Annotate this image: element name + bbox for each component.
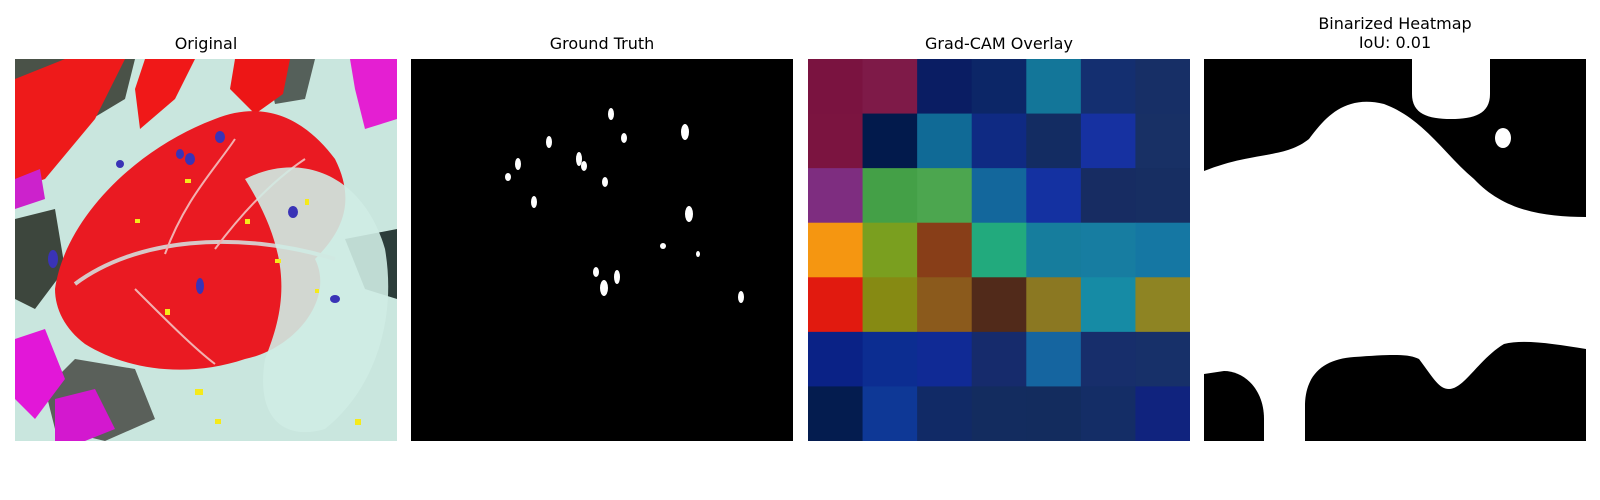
gradcam-cell	[917, 114, 972, 169]
gradcam-cell	[1135, 114, 1190, 169]
gradcam-cell	[1081, 168, 1136, 223]
gradcam-cell	[972, 223, 1027, 278]
gradcam-cell	[1135, 386, 1190, 441]
binarized-heatmap	[1204, 59, 1586, 441]
gradcam-cell	[808, 332, 863, 387]
gradcam-cell	[917, 332, 972, 387]
gradcam-cell	[972, 168, 1027, 223]
gradcam-cell	[808, 223, 863, 278]
gradcam-title: Grad-CAM Overlay	[808, 34, 1190, 53]
gradcam-cell	[808, 168, 863, 223]
gradcam-cell	[1081, 277, 1136, 332]
gradcam-cell	[863, 223, 918, 278]
ground-truth-title: Ground Truth	[411, 34, 793, 53]
gradcam-cell	[808, 277, 863, 332]
gradcam-cell	[863, 114, 918, 169]
gradcam-cell	[1081, 332, 1136, 387]
gradcam-cell	[1081, 223, 1136, 278]
gradcam-cell	[1026, 386, 1081, 441]
gradcam-cell	[1026, 114, 1081, 169]
original-panel: Original	[15, 0, 397, 500]
gradcam-cell	[917, 168, 972, 223]
gradcam-cell	[1026, 59, 1081, 114]
binarized-title: Binarized Heatmap IoU: 0.01	[1204, 14, 1586, 52]
gradcam-cell	[972, 114, 1027, 169]
gradcam-cell	[917, 386, 972, 441]
gradcam-cell	[1081, 59, 1136, 114]
gradcam-cell	[917, 223, 972, 278]
ground-truth-panel: Ground Truth	[411, 0, 793, 500]
gradcam-cell	[1026, 168, 1081, 223]
gradcam-cell	[863, 168, 918, 223]
gradcam-cell	[917, 59, 972, 114]
gradcam-cell	[1081, 114, 1136, 169]
ground-truth-mask	[411, 59, 793, 441]
gradcam-cell	[972, 59, 1027, 114]
gradcam-cell	[808, 114, 863, 169]
gradcam-cell	[1026, 277, 1081, 332]
gradcam-cell	[972, 332, 1027, 387]
gradcam-cell	[1135, 59, 1190, 114]
gradcam-cell	[1135, 168, 1190, 223]
gradcam-cell	[1026, 332, 1081, 387]
gradcam-cell	[1135, 223, 1190, 278]
binarized-panel: Binarized Heatmap IoU: 0.01	[1204, 0, 1586, 500]
gradcam-cell	[808, 59, 863, 114]
gradcam-cell	[1135, 332, 1190, 387]
gradcam-panel: Grad-CAM Overlay	[808, 0, 1190, 500]
original-image	[15, 59, 397, 441]
gradcam-cell	[863, 332, 918, 387]
gradcam-overlay	[808, 59, 1190, 441]
gradcam-cell	[972, 386, 1027, 441]
gradcam-cell	[917, 277, 972, 332]
gradcam-cell	[1081, 386, 1136, 441]
gradcam-cell	[863, 386, 918, 441]
original-title: Original	[15, 34, 397, 53]
gradcam-cell	[863, 277, 918, 332]
gradcam-cell	[1026, 223, 1081, 278]
gradcam-cell	[972, 277, 1027, 332]
gradcam-cell	[808, 386, 863, 441]
gradcam-cell	[1135, 277, 1190, 332]
gradcam-cell	[863, 59, 918, 114]
